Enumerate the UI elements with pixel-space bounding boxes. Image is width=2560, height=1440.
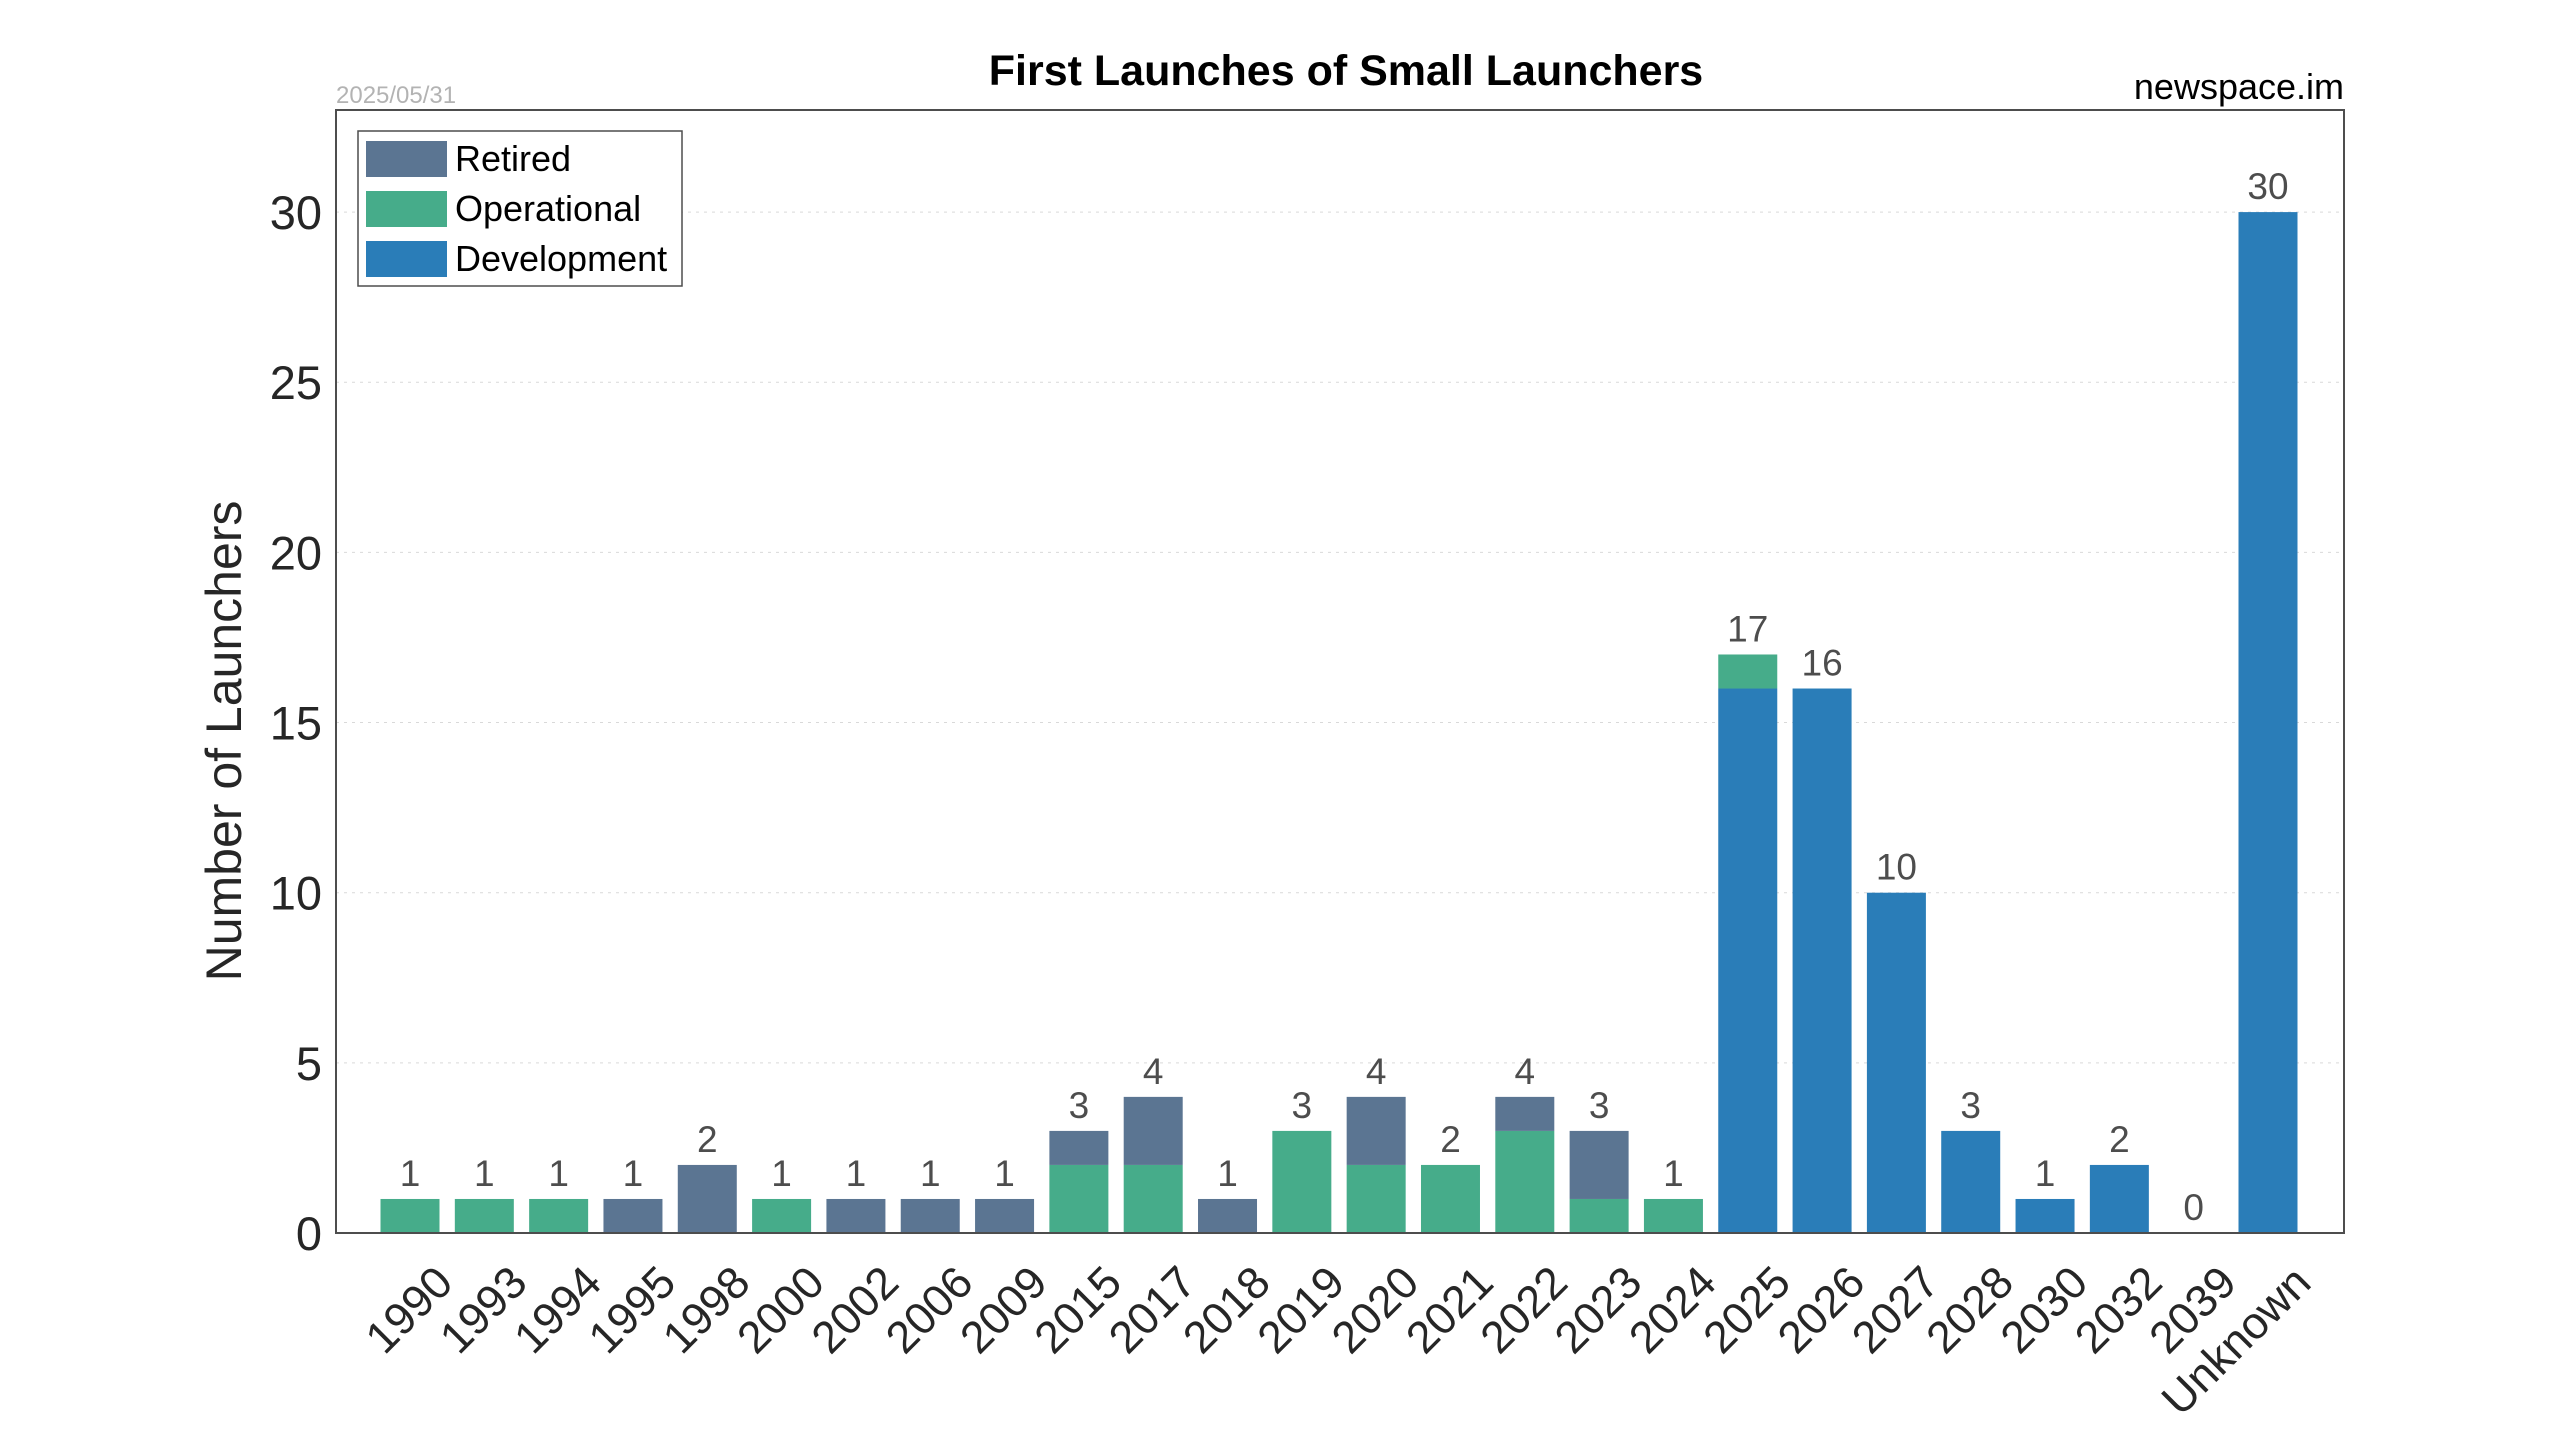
bar-operational <box>1123 1164 1183 1233</box>
data-label: 3 <box>1292 1085 1313 1126</box>
bar-development <box>1792 688 1852 1233</box>
bar-retired <box>1495 1096 1555 1131</box>
bar-operational <box>1643 1198 1703 1233</box>
legend: Retired Operational Development <box>357 130 683 287</box>
bar-development <box>1866 892 1926 1233</box>
bar-operational <box>1495 1130 1555 1233</box>
bar-operational <box>1346 1164 1406 1233</box>
data-label: 2 <box>1440 1119 1461 1160</box>
bar-operational <box>380 1198 440 1233</box>
bar-development <box>1941 1130 2001 1233</box>
data-label: 1 <box>400 1153 421 1194</box>
data-label: 17 <box>1727 608 1768 649</box>
data-label: 1 <box>771 1153 792 1194</box>
chart-source: newspace.im <box>2134 66 2344 107</box>
legend-label: Retired <box>455 138 571 179</box>
bar-operational <box>1272 1130 1332 1233</box>
legend-label: Operational <box>455 188 641 229</box>
bar-retired <box>1346 1096 1406 1165</box>
chart-title: First Launches of Small Launchers <box>989 47 1703 95</box>
legend-label: Development <box>455 238 667 279</box>
data-label: 16 <box>1802 643 1843 684</box>
data-label: 10 <box>1876 847 1917 888</box>
bar-retired <box>826 1198 886 1233</box>
bar-development <box>2015 1198 2075 1233</box>
bar-operational <box>529 1198 589 1233</box>
data-label: 1 <box>920 1153 941 1194</box>
bar-retired <box>1123 1096 1183 1165</box>
plot-frame <box>335 109 2345 1234</box>
bar-retired <box>603 1198 663 1233</box>
legend-swatch <box>366 241 447 277</box>
y-tick-label: 0 <box>296 1207 322 1260</box>
data-label: 30 <box>2247 166 2288 207</box>
bar-operational <box>1569 1198 1629 1233</box>
bar-retired <box>900 1198 960 1233</box>
x-tick-labels: 1990199319941995199820002002200620092015… <box>355 1256 2320 1425</box>
grid-lines <box>336 211 2344 1064</box>
bar-operational <box>1420 1164 1480 1233</box>
bar-retired <box>975 1198 1035 1233</box>
bar-retired <box>677 1164 737 1233</box>
bar-development <box>1718 688 1778 1233</box>
data-label: 0 <box>2183 1187 2204 1228</box>
data-label: 1 <box>548 1153 569 1194</box>
bar-operational <box>1049 1164 1109 1233</box>
data-label: 1 <box>2035 1153 2056 1194</box>
y-tick-label: 5 <box>296 1037 322 1090</box>
data-label: 1 <box>994 1153 1015 1194</box>
data-label: 1 <box>474 1153 495 1194</box>
data-label: 4 <box>1143 1051 1164 1092</box>
y-tick-label: 30 <box>270 186 322 239</box>
data-label: 3 <box>1069 1085 1090 1126</box>
bar-development <box>2238 212 2298 1233</box>
y-tick-label: 10 <box>270 867 322 920</box>
bar-development <box>2089 1164 2149 1233</box>
bar-operational <box>1718 654 1778 689</box>
data-label: 2 <box>2109 1119 2130 1160</box>
data-label: 2 <box>697 1119 718 1160</box>
data-label: 4 <box>1366 1051 1387 1092</box>
bars <box>380 212 2298 1233</box>
y-tick-labels: 0 5 10 15 20 25 30 <box>270 186 322 1260</box>
data-label: 1 <box>846 1153 867 1194</box>
data-label: 3 <box>1960 1085 1981 1126</box>
y-axis-label: Number of Launchers <box>196 501 252 982</box>
data-label: 1 <box>1663 1153 1684 1194</box>
data-label: 4 <box>1515 1051 1536 1092</box>
bar-operational <box>454 1198 514 1233</box>
chart-date: 2025/05/31 <box>336 82 456 109</box>
bar-retired <box>1569 1130 1629 1199</box>
y-tick-label: 25 <box>270 356 322 409</box>
data-label: 1 <box>1217 1153 1238 1194</box>
legend-swatch <box>366 141 447 177</box>
y-tick-label: 15 <box>270 697 322 750</box>
data-labels: 1 1 1 1 2 1 1 1 1 3 4 1 3 4 2 4 3 1 17 16 10 3 1 2 0 30 <box>400 166 2289 1228</box>
legend-swatch <box>366 191 447 227</box>
data-label: 1 <box>623 1153 644 1194</box>
bar-retired <box>1049 1130 1109 1165</box>
bar-retired <box>1198 1198 1258 1233</box>
data-label: 3 <box>1589 1085 1610 1126</box>
y-tick-label: 20 <box>270 526 322 579</box>
bar-operational <box>752 1198 812 1233</box>
